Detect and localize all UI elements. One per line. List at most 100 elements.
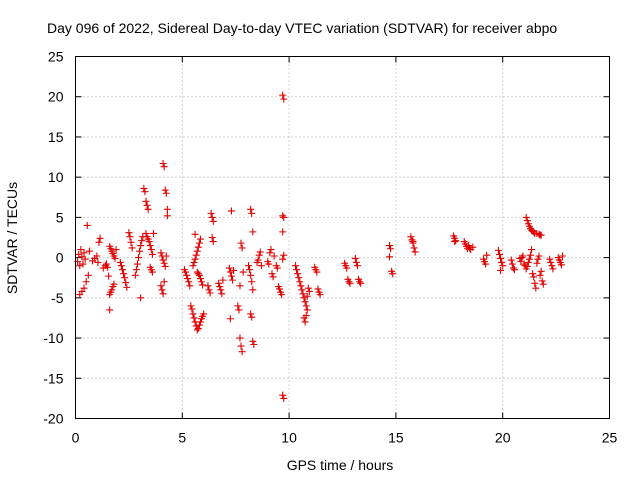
data-point [280, 394, 288, 402]
data-point [255, 251, 263, 259]
data-point [136, 247, 144, 255]
y-axis-label: SDTVAR / TECUs [4, 182, 20, 294]
data-point [557, 261, 565, 269]
data-point [451, 238, 459, 246]
data-point [162, 189, 170, 197]
data-point [238, 348, 246, 356]
data-point [193, 247, 201, 255]
data-point [246, 266, 254, 274]
y-tick-label: 20 [48, 89, 64, 105]
data-point [279, 228, 287, 236]
data-point [525, 255, 533, 263]
data-point [158, 286, 166, 294]
data-point [522, 213, 530, 221]
data-point [257, 262, 265, 270]
data-point [163, 205, 171, 213]
data-point [122, 279, 130, 287]
data-point [534, 255, 542, 263]
data-point [532, 284, 540, 292]
data-point [191, 255, 199, 263]
x-tick-label: 25 [602, 430, 618, 446]
data-point [300, 294, 308, 302]
data-point [226, 268, 234, 276]
x-axis-label: GPS time / hours [287, 457, 394, 473]
data-point [83, 221, 91, 229]
data-point [102, 260, 110, 268]
data-point [265, 260, 273, 268]
data-point [301, 298, 309, 306]
data-point [278, 291, 286, 299]
data-point [247, 310, 255, 318]
data-point [218, 290, 226, 298]
data-point [509, 264, 517, 272]
data-point [216, 283, 224, 291]
data-point [209, 217, 217, 225]
data-point [196, 235, 204, 243]
data-point [190, 314, 198, 322]
data-point [547, 258, 555, 266]
y-tick-label: 5 [56, 209, 64, 225]
data-point [519, 252, 527, 260]
data-point [142, 197, 150, 205]
data-point [191, 230, 199, 238]
data-point [269, 273, 277, 281]
data-point [146, 242, 154, 250]
data-point [304, 284, 312, 292]
data-point [105, 272, 113, 280]
data-point [123, 283, 131, 291]
data-point [159, 159, 167, 167]
data-point [301, 318, 309, 326]
data-point [161, 186, 169, 194]
data-point [187, 302, 195, 310]
data-point [352, 258, 360, 266]
data-point [227, 272, 235, 280]
data-point [548, 262, 556, 270]
data-point [108, 286, 116, 294]
data-point [131, 271, 139, 279]
data-point [469, 243, 477, 251]
data-point [126, 233, 134, 241]
data-point [188, 305, 196, 313]
data-point [495, 250, 503, 258]
y-tick-label: 10 [48, 169, 64, 185]
data-point [227, 207, 235, 215]
data-point [273, 264, 281, 272]
data-point [466, 244, 474, 252]
plot-frame [75, 56, 610, 419]
data-point [249, 337, 257, 345]
data-point [237, 239, 245, 247]
data-point [293, 266, 301, 274]
data-point [346, 279, 354, 287]
data-point [147, 246, 155, 254]
data-point [112, 246, 120, 254]
data-point [254, 256, 262, 264]
data-point [82, 278, 90, 286]
data-point [137, 294, 145, 302]
data-point [160, 259, 168, 267]
data-point [93, 252, 101, 260]
data-point [351, 254, 359, 262]
data-point [208, 234, 216, 241]
y-tick-label: -10 [43, 330, 63, 346]
data-point [189, 310, 197, 318]
data-point [237, 342, 245, 350]
data-point [302, 312, 310, 320]
data-point [148, 268, 156, 276]
data-point [528, 246, 536, 254]
data-point [104, 263, 112, 271]
data-point [531, 279, 539, 287]
data-point [120, 270, 128, 278]
data-point [185, 278, 193, 286]
data-point [523, 262, 531, 270]
data-point [149, 229, 157, 237]
data-point [452, 237, 460, 245]
data-point [208, 213, 216, 221]
data-point [343, 264, 351, 272]
data-point [387, 245, 395, 253]
tick-labels: 0 5 10 15 20 25 -20 -15 -10 -5 0 5 10 15 20 25 [43, 49, 617, 446]
data-point [408, 236, 416, 244]
data-point [228, 276, 236, 284]
data-point [79, 260, 87, 268]
data-point [195, 239, 203, 247]
data-point [313, 268, 321, 276]
